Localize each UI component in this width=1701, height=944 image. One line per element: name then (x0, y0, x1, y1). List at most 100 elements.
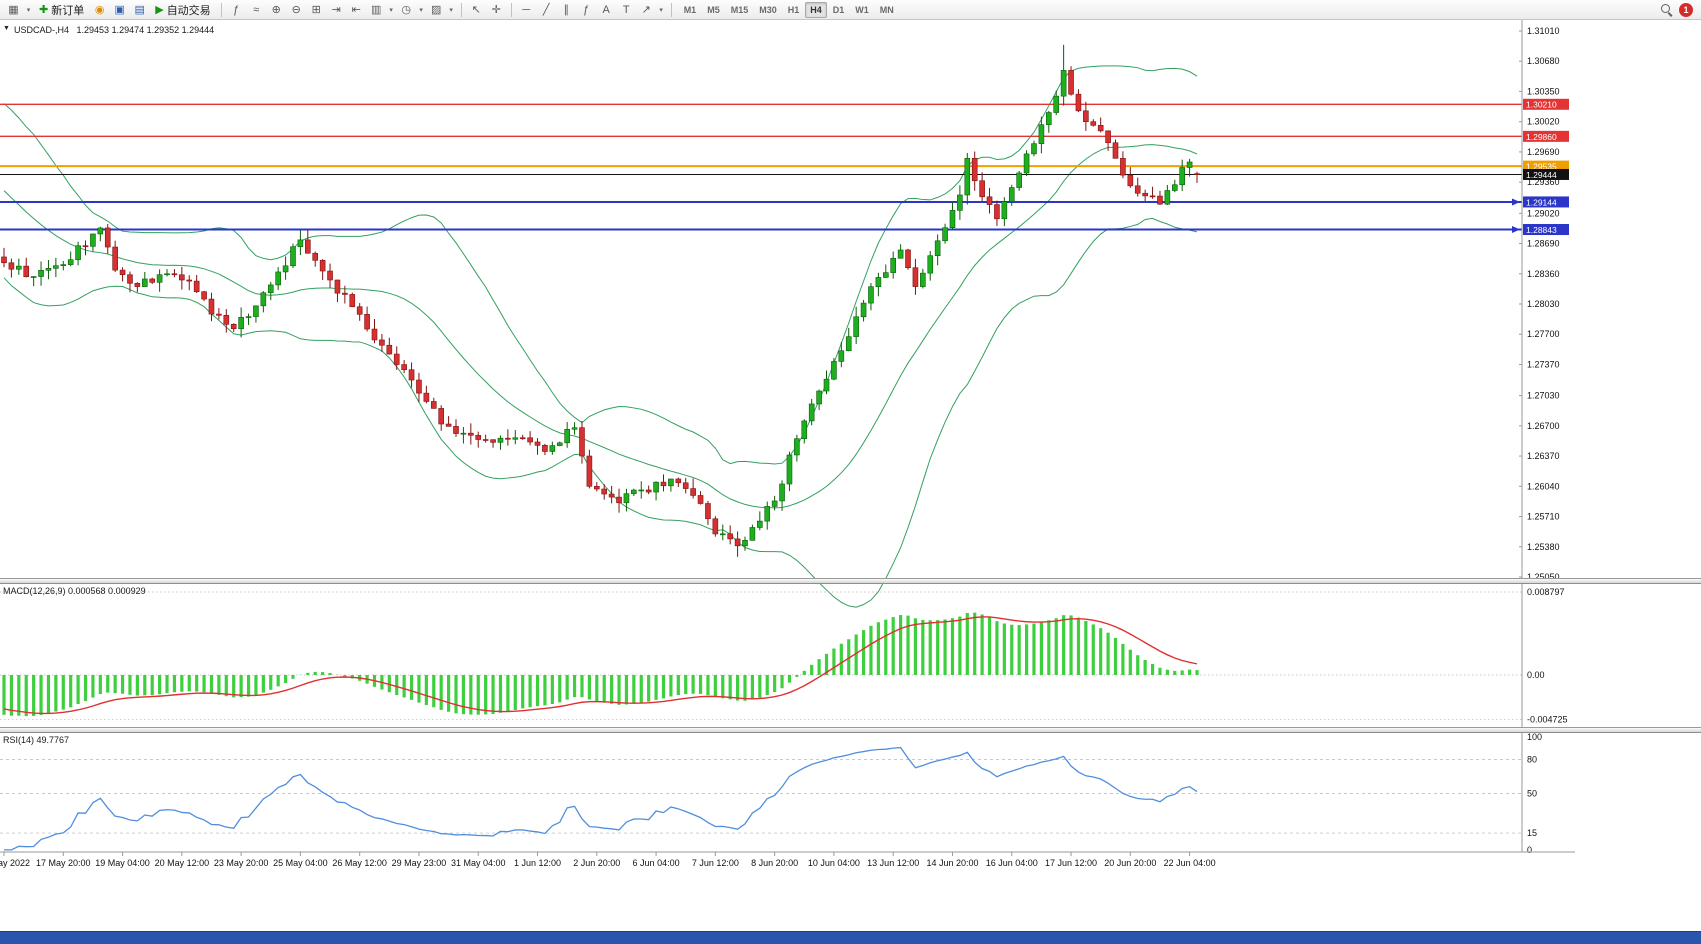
notification-badge[interactable]: 1 (1679, 2, 1693, 17)
time-axis-label: 1 Jun 12:00 (514, 858, 561, 868)
price-level-lines (0, 103, 1522, 234)
time-axis-label: 26 May 12:00 (332, 858, 387, 868)
price-tag-1.29535: 1.29535 (1523, 160, 1569, 172)
rsi-panel[interactable]: 100 80 50 15 0 (0, 732, 1542, 855)
price-axis[interactable]: 1.31010 1.30680 1.30350 1.30020 1.29690 1.293… (1519, 20, 1569, 852)
period-menu-icon[interactable]: ◷ (401, 4, 411, 16)
chart-window-caret-icon[interactable]: ▾ (26, 6, 31, 14)
template-caret-icon[interactable]: ▾ (449, 6, 453, 14)
price-tag-1.28843: 1.28843 (1523, 224, 1569, 236)
label-tool-icon[interactable]: T (622, 3, 630, 16)
rsi-indicator-label: RSI(14) 49.7767 (3, 735, 70, 745)
time-axis-label: 22 Jun 04:00 (1164, 858, 1216, 868)
timeframe-w1[interactable]: W1 (855, 4, 869, 15)
bollinger-middle-band (3, 144, 1198, 509)
fibonacci-tool-icon[interactable]: ƒ (583, 3, 590, 16)
macd-axis-label: 0.00 (1527, 670, 1545, 680)
price-axis-label: 1.25710 (1527, 512, 1560, 522)
hline-arrow-icon (1512, 226, 1520, 234)
price-axis-label: 1.27370 (1527, 359, 1560, 369)
objects-list-icon[interactable]: ≈ (253, 3, 260, 16)
timeframe-mn[interactable]: MN (879, 4, 894, 15)
bottom-window-bar (0, 931, 1701, 944)
template-icon[interactable]: ▨ (430, 4, 442, 16)
bollinger-bands (3, 65, 1198, 608)
new-chart-icon[interactable]: ▥ (370, 4, 382, 16)
svg-text:1.29144: 1.29144 (1526, 197, 1557, 207)
period-menu-caret-icon[interactable]: ▾ (419, 6, 423, 14)
time-axis-label: 6 Jun 04:00 (633, 858, 680, 868)
panel-separator-macd[interactable] (0, 578, 1701, 584)
price-axis-label: 1.30020 (1527, 117, 1560, 127)
price-axis-label: 1.30680 (1527, 56, 1560, 66)
chart-symbol-period: USDCAD-,H4 (14, 25, 70, 35)
auto-scroll-icon[interactable]: ⇥ (331, 4, 341, 16)
time-axis-label: 29 May 23:00 (392, 858, 447, 868)
autotrading-label: 自动交易 (166, 4, 211, 17)
time-axis-label: 8 Jun 20:00 (751, 858, 798, 868)
panel-separator-rsi[interactable] (0, 727, 1701, 733)
svg-text:1.29860: 1.29860 (1526, 132, 1557, 142)
cursor-tool-icon[interactable]: ↖ (471, 4, 481, 16)
trendline-tool-icon[interactable]: ╱ (542, 4, 550, 16)
time-axis-label: 31 May 04:00 (451, 858, 506, 868)
time-axis-label: 23 May 20:00 (214, 858, 269, 868)
search-icon[interactable] (1659, 2, 1674, 17)
time-axis[interactable]: 16 May 2022 17 May 20:00 19 May 04:00 20 Ma… (0, 851, 1575, 868)
zoom-in-icon[interactable]: ⊕ (271, 4, 281, 16)
text-tool-icon[interactable]: A (602, 3, 610, 16)
profiles-icon[interactable]: ▣ (114, 4, 125, 16)
macd-panel[interactable]: 0.008797 0.00 -0.004725 (0, 587, 1568, 725)
data-window-icon[interactable]: ▤ (134, 4, 145, 16)
toolbar-separator (220, 2, 222, 17)
chart-window-icon[interactable]: ▦ (8, 4, 19, 16)
new-order-plus-icon: ✚ (39, 4, 49, 16)
timeframe-group: M1 M5 M15 M30 H1 H4 D1 W1 MN (679, 1, 899, 18)
time-axis-label: 17 May 20:00 (36, 858, 91, 868)
autotrading-button[interactable]: ▶ 自动交易 (150, 1, 215, 19)
price-tag-1.29444: 1.29444 (1523, 168, 1569, 180)
channel-tool-icon[interactable]: ∥ (563, 4, 569, 16)
new-order-label: 新订单 (51, 4, 85, 17)
price-axis-label: 1.29020 (1527, 208, 1560, 218)
arrows-tool-icon[interactable]: ↗ (641, 4, 651, 16)
price-tag-1.29144: 1.29144 (1523, 196, 1569, 208)
time-axis-label: 17 Jun 12:00 (1045, 858, 1097, 868)
svg-text:1.28843: 1.28843 (1526, 225, 1557, 235)
svg-text:1.30210: 1.30210 (1526, 100, 1557, 110)
arrows-caret-icon[interactable]: ▾ (659, 6, 663, 14)
time-axis-label: 7 Jun 12:00 (692, 858, 739, 868)
compass-icon[interactable]: ◉ (94, 4, 105, 16)
timeframe-d1[interactable]: D1 (832, 4, 845, 15)
horizontal-line-tool-icon[interactable]: ─ (522, 3, 531, 16)
time-axis-label: 20 Jun 20:00 (1104, 858, 1156, 868)
chart-shift-icon[interactable]: ⇤ (351, 4, 361, 16)
price-axis-label: 1.28030 (1527, 299, 1560, 309)
macd-indicator-label: MACD(12,26,9) 0.000568 0.000929 (3, 586, 146, 596)
price-axis-label: 1.28360 (1527, 269, 1560, 279)
rsi-axis-label: 100 (1527, 732, 1542, 742)
new-order-button[interactable]: ✚ 新订单 (34, 1, 89, 19)
timeframe-m15[interactable]: M15 (730, 4, 749, 15)
toolbar-separator (510, 2, 512, 17)
timeframe-h1[interactable]: H1 (787, 4, 800, 15)
one-click-trading-toggle[interactable]: ▼ (3, 25, 10, 32)
svg-text:1.29444: 1.29444 (1526, 170, 1557, 180)
price-axis-label: 1.30350 (1527, 86, 1560, 96)
crosshair-tool-icon[interactable]: ✛ (491, 4, 501, 16)
indicators-icon[interactable]: ƒ (233, 3, 240, 16)
timeframe-h4[interactable]: H4 (805, 1, 827, 18)
autotrading-play-icon: ▶ (155, 4, 164, 16)
time-axis-label: 14 Jun 20:00 (926, 858, 978, 868)
timeframe-m5[interactable]: M5 (707, 4, 720, 15)
tile-windows-icon[interactable]: ⊞ (311, 4, 321, 16)
new-chart-caret-icon[interactable]: ▾ (389, 6, 393, 14)
time-axis-label: 16 May 2022 (0, 858, 30, 868)
rsi-axis-label: 0 (1527, 845, 1532, 855)
timeframe-m30[interactable]: M30 (759, 4, 777, 15)
zoom-out-icon[interactable]: ⊖ (291, 4, 301, 16)
timeframe-m1[interactable]: M1 (683, 4, 697, 15)
main-chart-panel[interactable] (0, 20, 1522, 608)
price-axis-label: 1.27030 (1527, 391, 1560, 401)
